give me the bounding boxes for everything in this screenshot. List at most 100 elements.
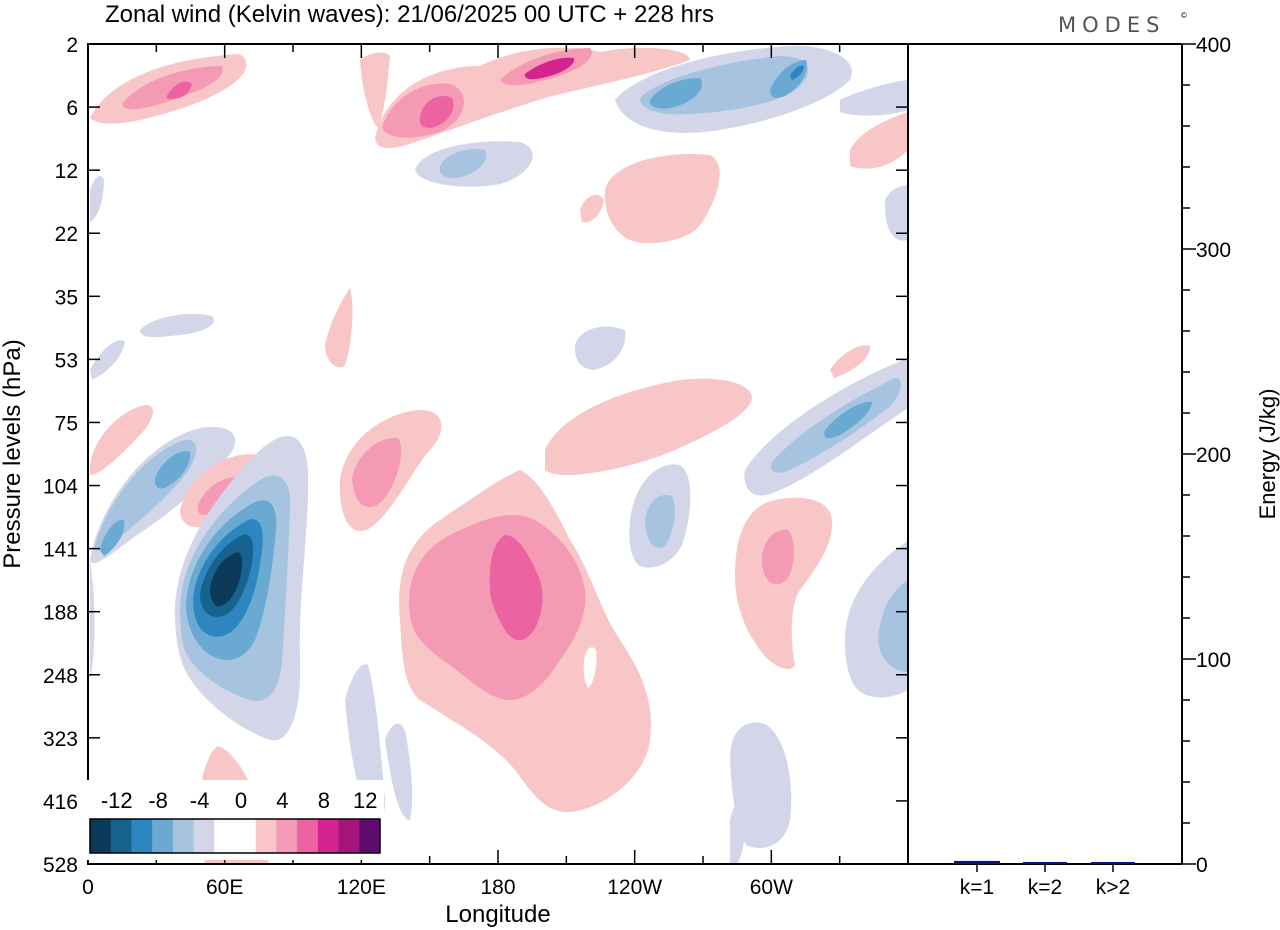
contour-248-neg-left — [90, 560, 95, 680]
contour-22-neg-right — [884, 185, 908, 241]
contour-141-pos-right-in — [762, 529, 794, 585]
energy-tick-label: 200 — [1196, 444, 1231, 467]
x-tick-label: 120E — [337, 876, 386, 899]
contour-75-pos-band — [545, 378, 752, 475]
colorbar-label: 8 — [318, 788, 330, 813]
y-tick-label: 188 — [43, 602, 78, 625]
colorbar-label: -8 — [148, 788, 168, 813]
colorbar-label: -4 — [190, 788, 210, 813]
x-tick-label: 60W — [750, 876, 793, 899]
contour-416-neg-right — [730, 722, 792, 849]
colorbar-label: -12 — [101, 788, 133, 813]
contour-upper-neg-band-in — [649, 78, 702, 109]
energy-bar — [954, 860, 1000, 864]
y-tick-label: 35 — [55, 286, 78, 309]
energy-bar — [1023, 862, 1067, 864]
y-tick-label: 6 — [66, 97, 78, 120]
colorbar-swatch — [193, 819, 215, 853]
colorbar-swatch — [90, 819, 112, 853]
chart-title: Zonal wind (Kelvin waves): 21/06/2025 00… — [105, 1, 714, 28]
bar-category-label: k>2 — [1096, 876, 1130, 899]
contour-104-neg-left-in — [154, 451, 191, 489]
modes-logo: MODES © — [1058, 11, 1187, 37]
x-tick-label: 120W — [607, 876, 662, 899]
y-tick-label: 104 — [43, 476, 78, 499]
y-tick-label: 75 — [55, 412, 78, 435]
colorbar-label: 12 — [353, 788, 377, 813]
contour-104-pos-mid-in — [352, 437, 402, 508]
contour-141-pos-hole — [583, 647, 597, 688]
contour-field — [90, 45, 908, 864]
colorbar-label: 0 — [235, 788, 247, 813]
colorbar-swatch — [317, 819, 340, 853]
y-tick-label: 53 — [55, 349, 78, 372]
colorbar-swatch — [152, 819, 174, 853]
colorbar-swatch — [172, 819, 195, 853]
x-tick-label: 60E — [206, 876, 243, 899]
y-tick-label: 12 — [55, 160, 78, 183]
contour-104-neg-left-in2 — [100, 519, 125, 556]
contour-12-pos-small — [580, 194, 604, 223]
contour-188-neg-right-in — [878, 580, 908, 672]
contour-upper-pos-left-core — [166, 81, 192, 100]
contour-141-pos-core — [489, 535, 543, 641]
x-tick-label: 0 — [82, 876, 94, 899]
colorbar-swatch — [110, 819, 132, 853]
colorbar-label: 4 — [276, 788, 288, 813]
energy-axis-ticks: 0 100 200 300 400 — [1182, 34, 1231, 877]
contour-75-neg-right-in — [824, 401, 872, 438]
brand-mark: © — [1181, 11, 1187, 20]
colorbar-swatch — [235, 819, 257, 853]
contour-75-pos-left — [90, 404, 153, 475]
colorbar-swatch — [255, 819, 277, 853]
y-tick-label: 416 — [43, 791, 78, 814]
contour-upper-pos-strip — [360, 52, 390, 128]
energy-tick-label: 100 — [1196, 649, 1231, 672]
bar-category-label: k=2 — [1028, 876, 1062, 899]
y-tick-label: 22 — [55, 223, 78, 246]
colorbar-labels: -12 -8 -4 0 4 8 12 — [101, 788, 378, 813]
colorbar-swatch — [276, 819, 298, 853]
y-tick-label: 2 — [66, 34, 78, 57]
energy-bar-labels: k=1 k=2 k>2 — [960, 864, 1130, 899]
contour-12-pos-right-far — [850, 112, 908, 169]
contour-upper-neg-right — [840, 80, 908, 116]
contour-35-neg — [140, 313, 214, 338]
contour-upper-pos-left-inner — [122, 66, 223, 110]
contour-12-neg-inner — [439, 148, 486, 178]
energy-tick-label: 0 — [1196, 854, 1208, 877]
contour-12-pos-right — [604, 154, 720, 244]
y-axis-label: Pressure levels (hPa) — [0, 339, 26, 568]
contour-53-pos-right — [830, 345, 871, 378]
x-axis-label: Longitude — [445, 901, 550, 928]
colorbar-swatch — [338, 819, 360, 853]
contour-141-neg-right-in — [645, 495, 675, 549]
contour-35-pos — [325, 288, 353, 368]
y-axis-ticks: 2 6 12 22 35 53 75 104 141 188 248 323 416 528 — [43, 34, 908, 877]
y-tick-label: 323 — [43, 728, 78, 751]
contour-141-neg-core — [210, 552, 243, 607]
colorbar-swatch — [214, 819, 236, 853]
bar-category-label: k=1 — [960, 876, 994, 899]
energy-tick-label: 400 — [1196, 34, 1231, 57]
brand-text: MODES — [1058, 13, 1165, 37]
contour-53-neg-left — [90, 340, 125, 380]
energy-bars — [954, 860, 1135, 864]
y-tick-label: 528 — [43, 854, 78, 877]
colorbar-swatch — [359, 819, 381, 853]
colorbar-swatch — [131, 819, 153, 853]
contour-53-neg — [574, 326, 626, 370]
colorbar-swatch — [297, 819, 319, 853]
contour-neg-strip-b — [385, 723, 413, 820]
energy-axis-label: Energy (J/kg) — [1255, 389, 1280, 520]
y-tick-label: 248 — [43, 665, 78, 688]
colorbar-frame — [89, 818, 381, 854]
x-axis-ticks: 0 60E 120E 180 120W 60W — [82, 44, 909, 899]
energy-bar — [1091, 862, 1135, 864]
colorbar-swatches — [90, 819, 381, 853]
contour-upper-pos-top-core — [524, 57, 575, 80]
contour-416-neg-right-tail — [730, 804, 745, 864]
energy-tick-label: 300 — [1196, 239, 1231, 262]
contour-141-pos-right — [735, 497, 833, 670]
